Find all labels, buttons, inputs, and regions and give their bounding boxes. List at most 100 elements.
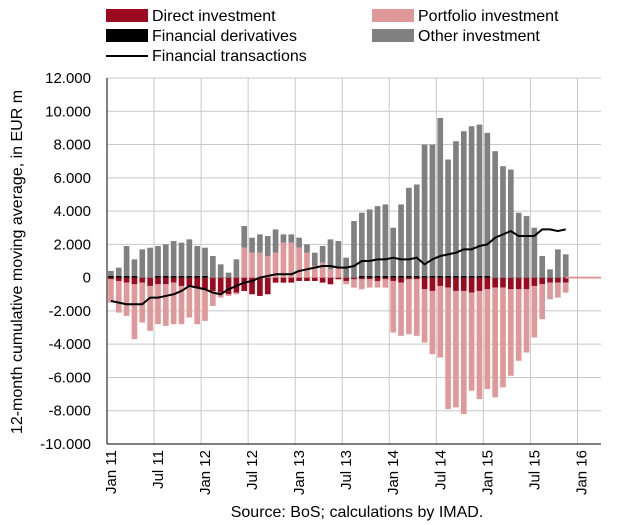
bar-portfolio-54 bbox=[531, 285, 538, 338]
y-tick-label-3: 6.000 bbox=[53, 170, 91, 187]
bar-other-55 bbox=[539, 256, 546, 278]
bar-direct-40 bbox=[421, 277, 428, 290]
bar-portfolio-26 bbox=[311, 265, 318, 278]
bar-other-47 bbox=[476, 124, 483, 276]
bar-direct-48 bbox=[484, 277, 491, 290]
bar-derivatives-38 bbox=[406, 275, 412, 278]
bar-portfolio-23 bbox=[288, 242, 295, 278]
y-tick-label-0: 12.000 bbox=[45, 70, 91, 87]
bar-other-13 bbox=[210, 256, 216, 278]
bar-other-19 bbox=[257, 234, 263, 253]
bar-direct-50 bbox=[500, 277, 506, 288]
legend-label-direct: Direct investment bbox=[152, 8, 276, 25]
bar-other-49 bbox=[492, 151, 498, 278]
bar-other-10 bbox=[186, 239, 193, 276]
bar-direct-49 bbox=[492, 277, 498, 288]
bar-derivatives-7 bbox=[162, 275, 169, 278]
bar-other-12 bbox=[202, 247, 208, 276]
bar-portfolio-6 bbox=[155, 284, 161, 325]
bar-derivatives-6 bbox=[155, 275, 161, 278]
x-tick-label-8: Jan 15 bbox=[479, 450, 496, 495]
bar-derivatives-34 bbox=[374, 275, 381, 278]
bar-portfolio-43 bbox=[445, 287, 451, 410]
bar-derivatives-10 bbox=[186, 275, 193, 278]
bar-other-25 bbox=[304, 244, 310, 253]
bar-other-2 bbox=[123, 246, 130, 276]
bar-derivatives-44 bbox=[453, 275, 459, 278]
y-tick-labels: 12.000 10.000 8.000 6.000 4.000 2.000 0 -2.000 -… bbox=[40, 70, 91, 453]
bar-direct-58 bbox=[562, 277, 569, 283]
bar-direct-38 bbox=[406, 277, 412, 280]
bar-other-48 bbox=[484, 132, 491, 276]
bar-other-7 bbox=[162, 244, 169, 276]
x-tick-label-2: Jan 12 bbox=[197, 450, 214, 495]
bar-direct-6 bbox=[155, 277, 161, 285]
bar-derivatives-47 bbox=[476, 275, 483, 278]
bar-portfolio-2 bbox=[123, 282, 130, 316]
bar-direct-17 bbox=[241, 277, 248, 291]
bar-portfolio-41 bbox=[429, 290, 436, 355]
bar-other-43 bbox=[445, 159, 451, 276]
bar-derivatives-42 bbox=[437, 275, 444, 278]
bar-portfolio-49 bbox=[492, 287, 498, 398]
bar-derivatives-35 bbox=[382, 275, 389, 278]
bar-portfolio-12 bbox=[202, 289, 208, 321]
bar-portfolio-32 bbox=[359, 279, 365, 290]
bar-other-41 bbox=[429, 144, 436, 276]
bar-direct-14 bbox=[217, 277, 224, 293]
bar-portfolio-42 bbox=[437, 285, 444, 358]
bar-direct-7 bbox=[162, 277, 169, 285]
bar-direct-39 bbox=[413, 277, 420, 280]
bar-derivatives-45 bbox=[460, 275, 467, 278]
x-tick-label-9: Jul 15 bbox=[526, 450, 543, 490]
bar-derivatives-41 bbox=[429, 275, 436, 278]
bar-portfolio-33 bbox=[366, 279, 373, 288]
bar-portfolio-0 bbox=[108, 279, 114, 303]
bar-portfolio-15 bbox=[225, 294, 232, 296]
bar-direct-5 bbox=[147, 277, 153, 286]
bar-portfolio-24 bbox=[296, 247, 302, 278]
bar-derivatives-2 bbox=[123, 275, 130, 278]
bar-direct-52 bbox=[515, 277, 522, 290]
bar-direct-26 bbox=[311, 277, 318, 281]
bar-derivatives-46 bbox=[468, 275, 475, 278]
bar-portfolio-50 bbox=[500, 287, 506, 388]
bar-derivatives-37 bbox=[398, 275, 404, 278]
legend-label-line: Financial transactions bbox=[152, 48, 307, 65]
bar-other-58 bbox=[562, 254, 569, 278]
bar-portfolio-11 bbox=[194, 287, 200, 325]
y-tick-label-11: -10.000 bbox=[40, 436, 91, 453]
bar-portfolio-29 bbox=[335, 267, 342, 278]
x-tick-label-10: Jan 16 bbox=[573, 450, 590, 495]
y-tick-label-10: -8.000 bbox=[48, 403, 91, 420]
bar-other-29 bbox=[335, 241, 342, 268]
y-tick-label-5: 2.000 bbox=[53, 236, 91, 253]
bar-direct-47 bbox=[476, 277, 483, 291]
bar-direct-18 bbox=[249, 277, 255, 295]
bar-portfolio-30 bbox=[343, 280, 349, 285]
bar-other-5 bbox=[147, 247, 153, 278]
bar-portfolio-27 bbox=[319, 262, 326, 278]
bar-portfolio-31 bbox=[351, 279, 357, 288]
bar-portfolio-13 bbox=[210, 290, 216, 306]
bar-other-31 bbox=[351, 221, 357, 278]
bar-other-37 bbox=[398, 204, 404, 276]
bar-direct-31 bbox=[351, 277, 357, 280]
x-tick-label-7: Jul 14 bbox=[432, 450, 449, 490]
bar-other-45 bbox=[460, 131, 467, 276]
bar-other-20 bbox=[264, 236, 271, 257]
bar-portfolio-5 bbox=[147, 285, 153, 331]
bar-derivatives-9 bbox=[178, 275, 185, 278]
bar-direct-2 bbox=[123, 277, 130, 283]
bar-other-22 bbox=[280, 234, 287, 243]
bar-direct-54 bbox=[531, 277, 538, 286]
bar-direct-35 bbox=[382, 277, 389, 280]
y-axis-label: 12-month cumulative moving average, in E… bbox=[9, 90, 26, 434]
x-tick-label-0: Jan 11 bbox=[103, 450, 120, 494]
x-tick-label-1: Jul 11 bbox=[150, 450, 167, 489]
legend-swatch-direct bbox=[106, 9, 148, 22]
bar-portfolio-48 bbox=[484, 289, 491, 390]
bar-direct-20 bbox=[264, 277, 271, 295]
bar-direct-51 bbox=[508, 277, 514, 290]
